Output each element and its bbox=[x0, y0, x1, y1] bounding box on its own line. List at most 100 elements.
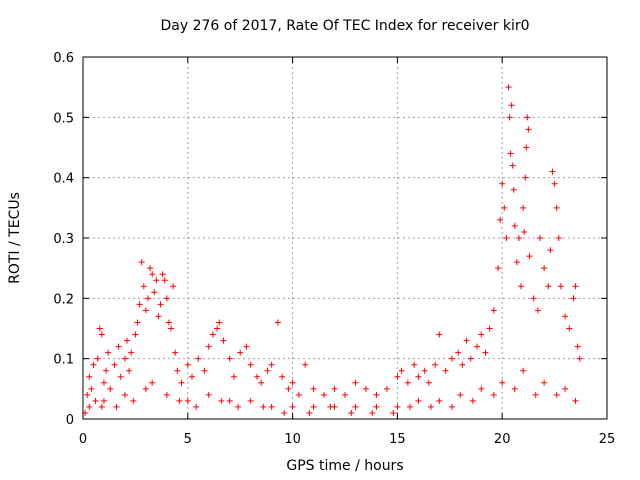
data-point bbox=[142, 307, 149, 314]
data-point bbox=[209, 331, 216, 338]
data-point bbox=[285, 385, 292, 392]
y-tick-label: 0.2 bbox=[53, 292, 74, 307]
data-point bbox=[117, 373, 124, 380]
data-point bbox=[188, 373, 195, 380]
data-point bbox=[243, 343, 250, 350]
data-point bbox=[140, 283, 147, 290]
data-point bbox=[214, 325, 221, 332]
data-point bbox=[499, 379, 506, 386]
data-point bbox=[216, 319, 223, 326]
data-point bbox=[96, 325, 103, 332]
data-point bbox=[100, 397, 107, 404]
data-point bbox=[469, 397, 476, 404]
data-point bbox=[124, 337, 131, 344]
data-point bbox=[497, 216, 504, 223]
data-point bbox=[103, 367, 110, 374]
y-tick-label: 0.5 bbox=[53, 111, 74, 126]
x-tick-label: 20 bbox=[494, 432, 511, 447]
x-tick-label: 25 bbox=[599, 432, 616, 447]
data-point bbox=[310, 403, 317, 410]
data-point bbox=[415, 373, 422, 380]
data-point bbox=[268, 403, 275, 410]
data-point bbox=[168, 325, 175, 332]
data-point bbox=[258, 379, 265, 386]
y-tick-label: 0.6 bbox=[53, 51, 74, 66]
data-point bbox=[482, 349, 489, 356]
data-point bbox=[279, 373, 286, 380]
data-point bbox=[260, 403, 267, 410]
data-point bbox=[574, 343, 581, 350]
data-point bbox=[520, 367, 527, 374]
data-point bbox=[394, 403, 401, 410]
data-point bbox=[526, 253, 533, 260]
data-point bbox=[195, 355, 202, 362]
data-point bbox=[513, 259, 520, 266]
data-point bbox=[165, 319, 172, 326]
data-point bbox=[132, 331, 139, 338]
data-point bbox=[88, 385, 95, 392]
data-point bbox=[572, 397, 579, 404]
data-point bbox=[342, 391, 348, 398]
data-point bbox=[92, 397, 99, 404]
data-point bbox=[220, 337, 227, 344]
data-point bbox=[172, 349, 179, 356]
data-point bbox=[425, 379, 432, 386]
data-point bbox=[499, 180, 506, 187]
data-point bbox=[111, 361, 118, 368]
data-point bbox=[121, 355, 128, 362]
data-point bbox=[553, 391, 560, 398]
data-point bbox=[576, 355, 583, 362]
data-point bbox=[264, 367, 271, 374]
data-point bbox=[121, 391, 128, 398]
data-point bbox=[155, 313, 162, 320]
data-point bbox=[551, 180, 558, 187]
data-point bbox=[478, 331, 485, 338]
data-point bbox=[352, 379, 359, 386]
data-point bbox=[394, 373, 401, 380]
data-point bbox=[511, 385, 518, 392]
data-point bbox=[506, 114, 513, 121]
data-point bbox=[549, 168, 556, 175]
data-point bbox=[306, 409, 313, 416]
data-point bbox=[142, 385, 149, 392]
data-point bbox=[436, 397, 443, 404]
data-point bbox=[511, 222, 518, 229]
data-point bbox=[524, 114, 531, 121]
data-point bbox=[478, 385, 485, 392]
y-tick-label: 0.1 bbox=[53, 353, 74, 368]
data-point bbox=[94, 355, 101, 362]
data-point bbox=[163, 391, 170, 398]
data-point bbox=[369, 409, 376, 416]
data-point bbox=[448, 403, 455, 410]
data-point bbox=[302, 361, 309, 368]
x-tick-label: 0 bbox=[79, 432, 87, 447]
data-point bbox=[100, 379, 107, 386]
data-point bbox=[201, 367, 208, 374]
data-point bbox=[532, 391, 539, 398]
data-point bbox=[521, 228, 528, 235]
data-point bbox=[157, 301, 164, 308]
data-point bbox=[457, 391, 464, 398]
data-point bbox=[398, 367, 405, 374]
x-tick-label: 5 bbox=[184, 432, 192, 447]
data-point bbox=[163, 295, 170, 302]
data-point bbox=[289, 403, 296, 410]
data-point bbox=[442, 367, 449, 374]
data-point bbox=[130, 397, 137, 404]
data-point bbox=[149, 379, 156, 386]
data-point bbox=[86, 403, 93, 410]
axis-ticks: 0 0.1 0.2 0.3 0.4 0.5 0.6 0 5 10 15 20 25 bbox=[53, 51, 615, 447]
data-point bbox=[136, 301, 143, 308]
data-point bbox=[474, 343, 481, 350]
data-point bbox=[352, 403, 359, 410]
data-point bbox=[193, 403, 200, 410]
data-point bbox=[448, 355, 455, 362]
data-point bbox=[205, 391, 212, 398]
data-point bbox=[421, 367, 428, 374]
data-point bbox=[490, 307, 497, 314]
data-point bbox=[178, 379, 185, 386]
data-point bbox=[406, 403, 413, 410]
data-point bbox=[90, 361, 97, 368]
data-point bbox=[404, 379, 411, 386]
